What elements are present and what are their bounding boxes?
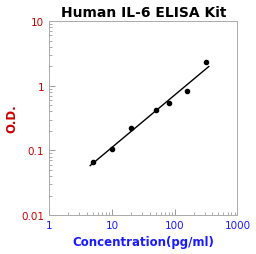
Title: Human IL-6 ELISA Kit: Human IL-6 ELISA Kit [60,6,226,20]
X-axis label: Concentration(pg/ml): Concentration(pg/ml) [72,235,214,248]
Y-axis label: O.D.: O.D. [6,104,18,133]
